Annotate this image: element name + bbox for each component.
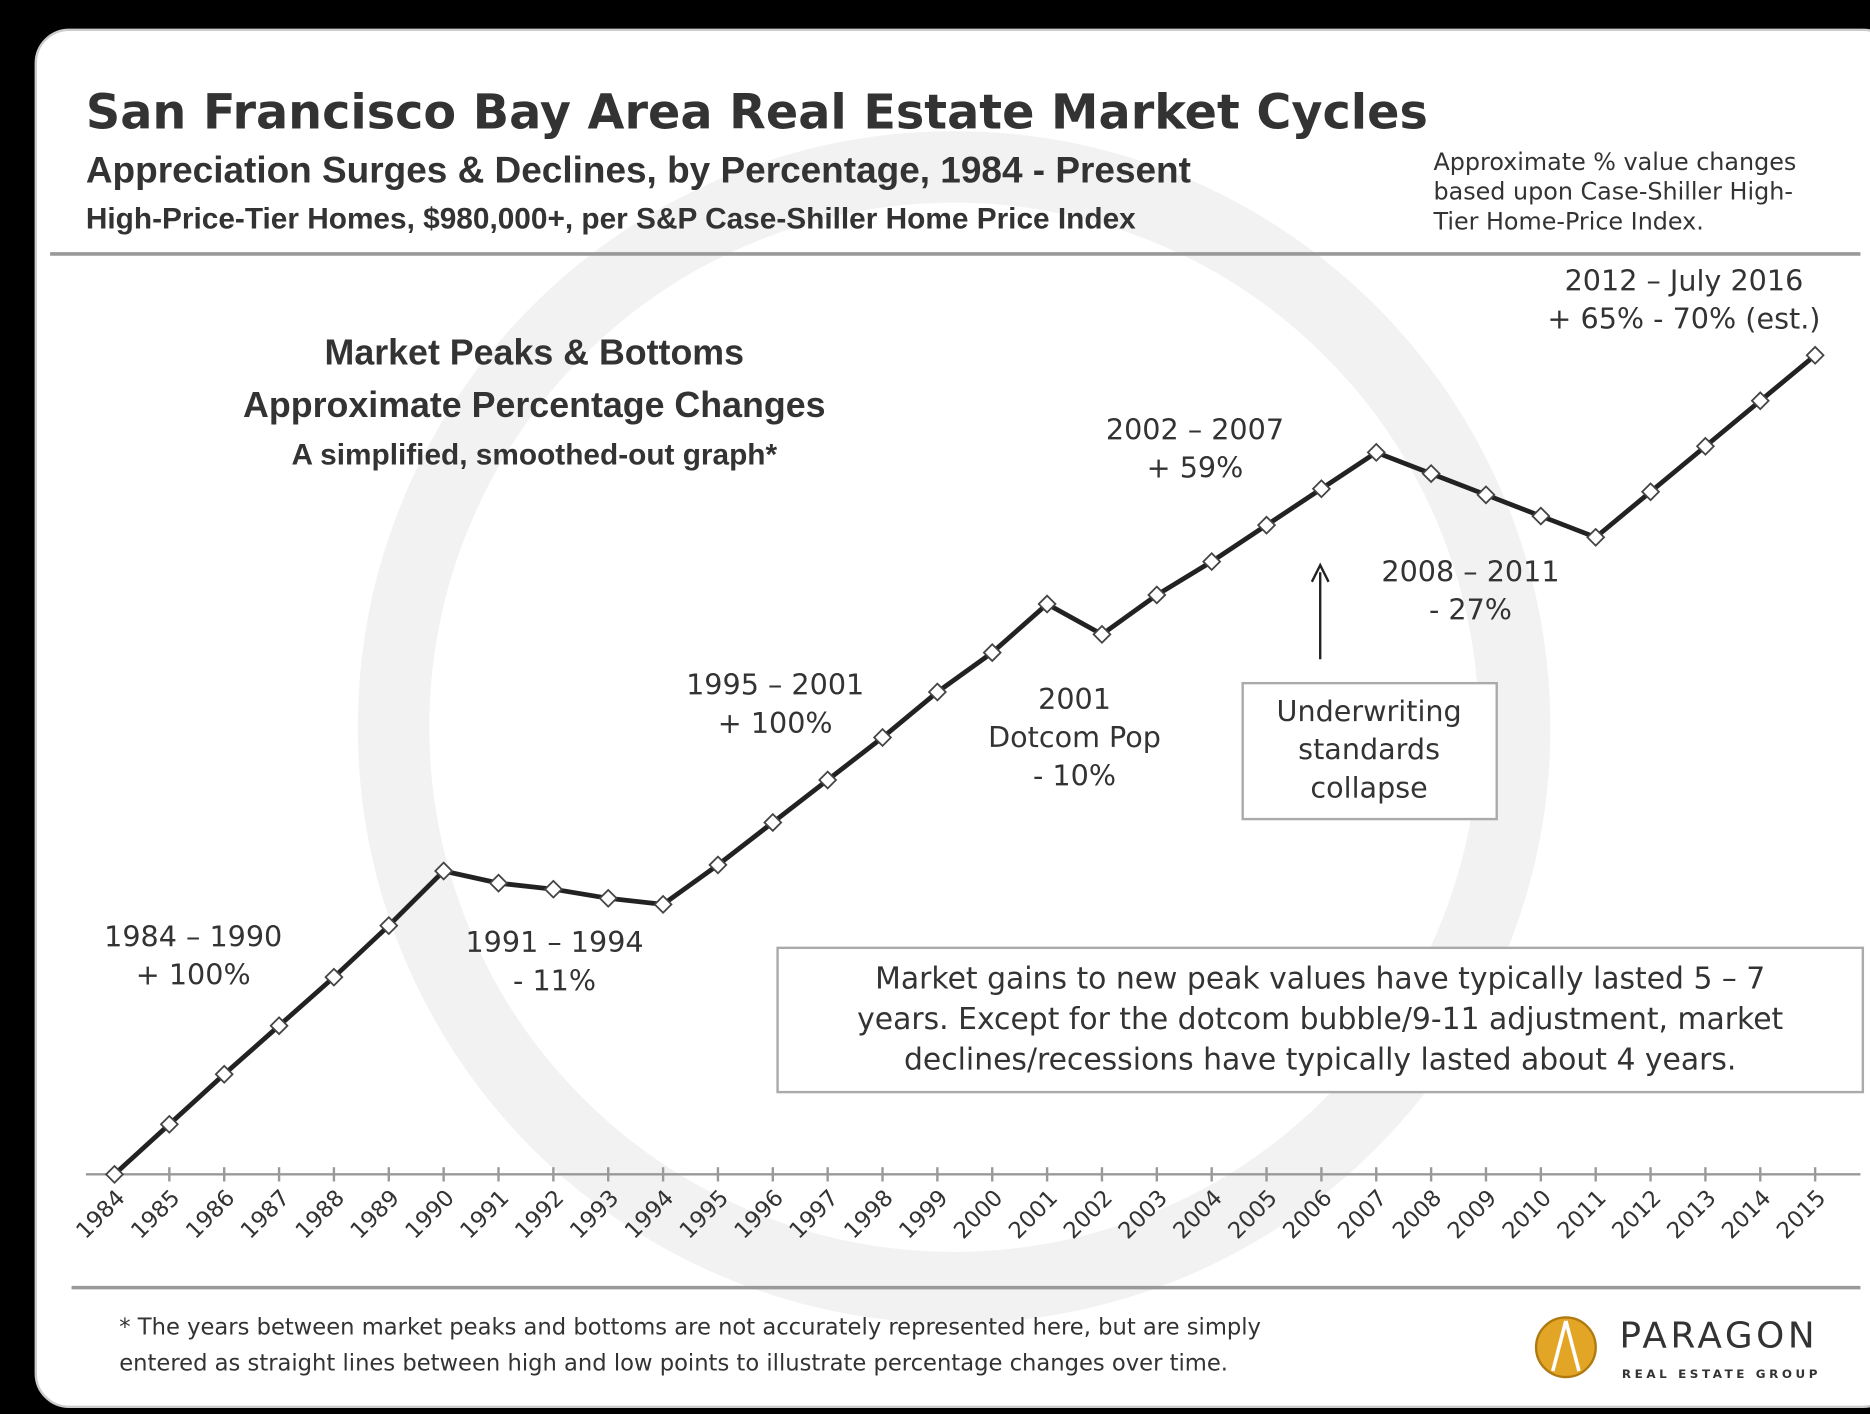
data-point bbox=[982, 642, 1002, 663]
chart-title: San Francisco Bay Area Real Estate Marke… bbox=[86, 86, 1428, 141]
subtitle: Appreciation Surges & Declines, by Perce… bbox=[86, 150, 1191, 191]
data-point bbox=[1202, 551, 1222, 572]
inset-title: Approximate Percentage Changes bbox=[243, 385, 825, 425]
data-point bbox=[488, 873, 509, 893]
annotation: 1991 – 1994 bbox=[465, 925, 643, 959]
annotation: + 100% bbox=[136, 957, 251, 991]
inset-title: A simplified, smoothed-out graph* bbox=[291, 439, 777, 472]
series-line bbox=[112, 353, 1817, 1177]
data-point bbox=[1805, 345, 1825, 365]
annotation: - 10% bbox=[1033, 758, 1116, 792]
source-note: Approximate % value changes bbox=[1434, 148, 1797, 176]
source-note: Tier Home-Price Index. bbox=[1433, 207, 1704, 235]
annotation: Dotcom Pop bbox=[988, 720, 1161, 754]
annotation: 1984 – 1990 bbox=[104, 919, 282, 953]
data-point bbox=[872, 727, 893, 748]
inset-title: Market Peaks & Bottoms bbox=[325, 333, 744, 373]
annotation: 2002 – 2007 bbox=[1106, 413, 1284, 447]
logo-text: REAL ESTATE GROUP bbox=[1622, 1367, 1821, 1381]
data-point bbox=[653, 894, 673, 914]
data-point bbox=[269, 1016, 289, 1036]
data-point bbox=[1037, 594, 1057, 614]
data-point bbox=[543, 879, 563, 899]
summary-text: declines/recessions have typically laste… bbox=[904, 1043, 1736, 1078]
summary-text: Market gains to new peak values have typ… bbox=[875, 962, 1765, 997]
summary-text: years. Except for the dotcom bubble/9-11… bbox=[857, 1002, 1783, 1037]
logo-text: PARAGON bbox=[1620, 1316, 1819, 1357]
data-point bbox=[1750, 391, 1770, 411]
data-point bbox=[214, 1064, 234, 1084]
data-point bbox=[927, 682, 947, 702]
footnote: entered as straight lines between high a… bbox=[119, 1350, 1228, 1376]
data-point bbox=[1421, 463, 1441, 484]
callout-text: collapse bbox=[1310, 770, 1427, 804]
data-point bbox=[1640, 482, 1661, 502]
data-point bbox=[1586, 527, 1606, 547]
data-point bbox=[818, 770, 838, 790]
data-point bbox=[1366, 442, 1386, 462]
annotation: 2008 – 2011 bbox=[1381, 554, 1559, 588]
data-point bbox=[379, 915, 399, 936]
data-point bbox=[104, 1164, 125, 1184]
annotation: + 59% bbox=[1147, 451, 1244, 485]
summary-box bbox=[776, 946, 1865, 1094]
data-point bbox=[1311, 479, 1332, 499]
data-point bbox=[1147, 585, 1167, 605]
footnote: * The years between market peaks and bot… bbox=[119, 1315, 1261, 1341]
annotation: + 65% - 70% (est.) bbox=[1547, 302, 1820, 336]
logo-mark bbox=[1534, 1316, 1597, 1379]
source-note: based upon Case-Shiller High- bbox=[1434, 178, 1793, 206]
data-point bbox=[1256, 515, 1277, 535]
subtitle: High-Price-Tier Homes, $980,000+, per S&… bbox=[86, 202, 1136, 235]
annotation: 2001 bbox=[1038, 682, 1111, 716]
callout-text: standards bbox=[1298, 732, 1440, 766]
annotation: - 11% bbox=[513, 963, 596, 997]
annotation: + 100% bbox=[718, 706, 833, 740]
annotation: - 27% bbox=[1429, 593, 1512, 627]
data-point bbox=[159, 1114, 179, 1134]
data-point bbox=[434, 861, 454, 881]
data-point bbox=[1092, 624, 1112, 644]
data-point bbox=[1695, 436, 1716, 456]
callout-text: Underwriting bbox=[1277, 694, 1462, 728]
arrow-head bbox=[1310, 562, 1330, 583]
data-point bbox=[598, 888, 618, 908]
data-point bbox=[1476, 485, 1496, 505]
data-point bbox=[1531, 506, 1551, 526]
annotation: 1995 – 2001 bbox=[686, 668, 864, 702]
data-point bbox=[763, 812, 783, 833]
data-point bbox=[324, 967, 344, 987]
annotation: 2012 – July 2016 bbox=[1565, 264, 1804, 298]
data-point bbox=[708, 855, 728, 875]
logo-mark bbox=[1551, 1320, 1581, 1372]
callout-box bbox=[1241, 681, 1498, 821]
